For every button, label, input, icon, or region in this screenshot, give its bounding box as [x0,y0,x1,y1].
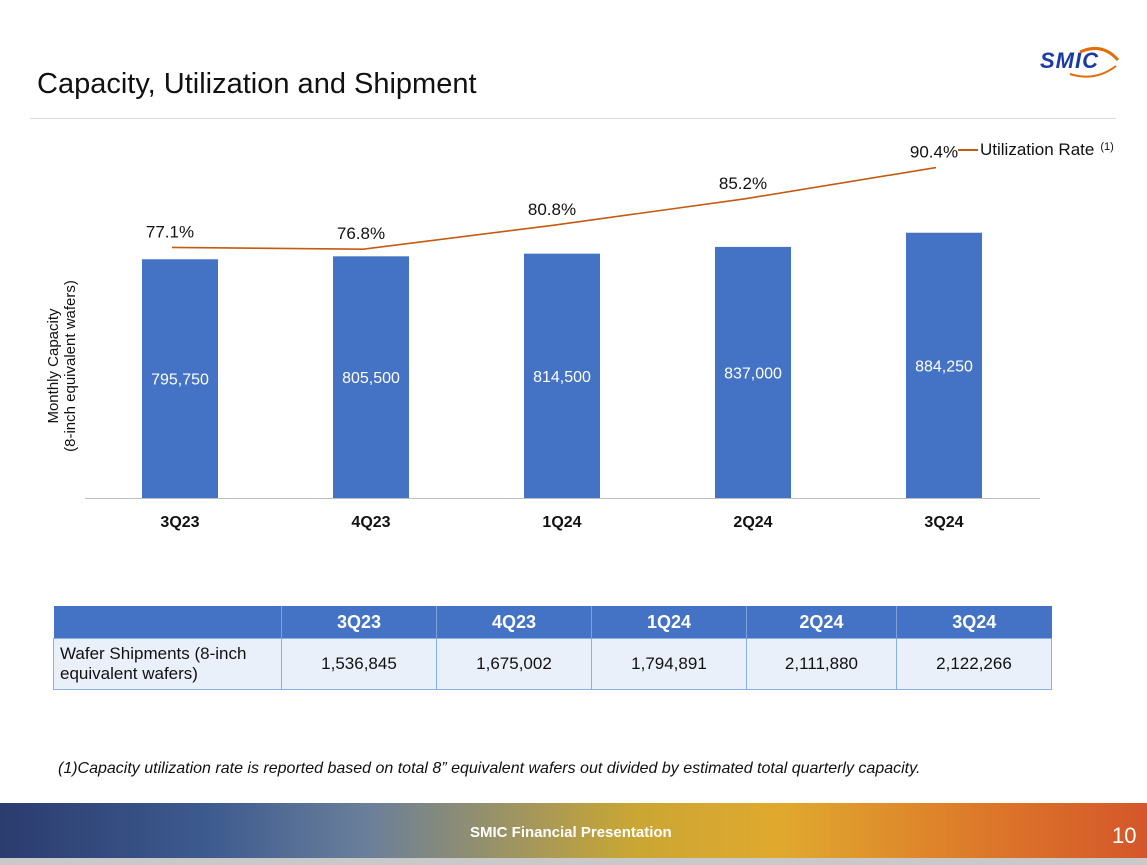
logo-swoosh-icon [1069,46,1120,78]
legend-line-swatch [958,149,978,151]
utilization-label-2Q24: 85.2% [719,174,767,193]
table-row: Wafer Shipments (8-inch equivalent wafer… [53,638,1053,690]
footer-banner [0,803,1147,865]
utilization-label-4Q23: 76.8% [337,224,385,243]
bar-label-2Q24: 837,000 [724,365,782,382]
table-header-cell [53,606,282,639]
bar-label-1Q24: 814,500 [533,369,591,386]
table-header-cell: 3Q24 [895,606,1052,639]
x-tick-label-1Q24: 1Q24 [542,514,581,531]
table-header-cell: 2Q24 [745,606,897,639]
bar-label-3Q24: 884,250 [915,358,973,375]
bar-3Q24 [906,232,982,498]
footer-strip [0,858,1147,865]
bar-4Q23 [333,256,409,498]
table-cell: 1,794,891 [590,638,747,690]
smic-logo: SMIC [1040,38,1120,83]
x-tick-label-2Q24: 2Q24 [733,514,772,531]
capacity-chart: 795,750 3Q23 805,500 4Q23 814,500 1Q24 837,000… [85,143,1040,531]
table-cell: 2,122,266 [895,638,1053,690]
table-header-cell: 4Q23 [435,606,592,639]
y-axis-label-line2: (8-inch equivalent wafers) [62,280,79,452]
bar-label-3Q23: 795,750 [151,372,209,389]
x-tick-label-4Q23: 4Q23 [351,514,390,531]
x-tick-label-3Q23: 3Q23 [160,514,199,531]
utilization-label-3Q24: 90.4% [910,143,958,162]
chart-legend: Utilization Rate (1) [958,140,1114,160]
page-title: Capacity, Utilization and Shipment [37,68,477,100]
table-row-label: Wafer Shipments (8-inch equivalent wafer… [53,638,282,690]
x-tick-label-3Q24: 3Q24 [924,514,963,531]
bar-label-4Q23: 805,500 [342,370,400,387]
page-number: 10 [1112,823,1137,848]
utilization-line [171,166,937,251]
table-header-row: 3Q23 4Q23 1Q24 2Q24 3Q24 [53,606,1052,639]
table-cell: 1,675,002 [435,638,592,690]
legend-label: Utilization Rate [980,140,1095,159]
bar-1Q24 [524,253,600,498]
table-cell: 1,536,845 [281,638,437,690]
legend-note: (1) [1100,141,1114,153]
table-header-cell: 3Q23 [281,606,437,639]
shipments-table: 3Q23 4Q23 1Q24 2Q24 3Q24 Wafer Shipments… [53,606,1053,690]
bar-3Q23 [142,259,218,498]
logo-text: SMIC [1040,48,1099,73]
utilization-label-1Q24: 80.8% [528,200,576,219]
table-cell: 2,111,880 [745,638,897,690]
utilization-label-3Q23: 77.1% [146,222,194,241]
footer-text: SMIC Financial Presentation [470,824,672,841]
y-axis-label-line1: Monthly Capacity [45,308,62,424]
table-header-cell: 1Q24 [590,606,747,639]
bar-2Q24 [715,246,791,498]
y-axis-label: Monthly Capacity (8-inch equivalent wafe… [45,216,79,516]
title-divider [30,118,1116,119]
footnote: (1)Capacity utilization rate is reported… [58,760,921,777]
